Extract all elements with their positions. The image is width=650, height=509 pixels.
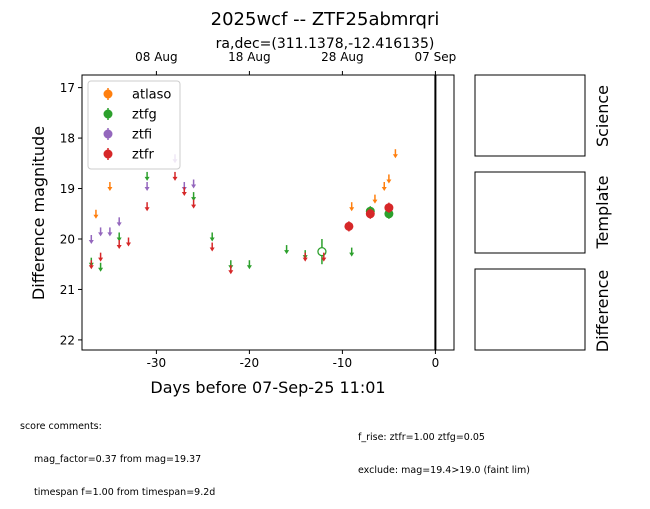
top-tick-label: 18 Aug: [228, 50, 271, 64]
comment-left-1: mag_factor=0.37 from mag=19.37: [34, 454, 202, 465]
upper-limit-point: [172, 176, 178, 181]
x-tick-label: -10: [333, 356, 353, 370]
difference-panel: [474, 268, 586, 351]
upper-limit-point: [116, 237, 122, 242]
upper-limit-point: [321, 257, 327, 262]
upper-limit-point: [116, 245, 122, 250]
upper-limit-point: [116, 222, 122, 227]
upper-limit-point: [98, 257, 104, 262]
upper-limit-point: [107, 232, 113, 237]
y-tick-label: 20: [60, 232, 75, 246]
legend-marker: [103, 109, 113, 119]
upper-limit-point: [209, 247, 215, 252]
template-panel: [474, 171, 586, 254]
upper-limit-point: [246, 265, 252, 270]
x-tick-label: -20: [240, 356, 260, 370]
y-tick-label: 19: [60, 182, 75, 196]
upper-limit-point: [144, 207, 150, 212]
legend-label: ztfg: [132, 108, 157, 123]
y-axis-label: Difference magnitude: [29, 126, 48, 300]
upper-limit-point: [349, 207, 355, 212]
chart-title: 2025wcf -- ZTF25abmrqri: [211, 9, 440, 30]
upper-limit-point: [107, 187, 113, 192]
upper-limit-point: [191, 197, 197, 202]
data-marks: [88, 75, 437, 350]
upper-limit-point: [372, 199, 378, 204]
template-label: Template: [593, 175, 612, 249]
science-label: Science: [593, 85, 612, 147]
y-tick-label: 18: [60, 132, 75, 146]
x-tick-label: -30: [147, 356, 167, 370]
score-comments-right: f_rise: ztfr=1.00 ztfg=0.05 exclude: mag…: [358, 410, 530, 487]
score-comments: score comments: mag_factor=0.37 from mag…: [20, 399, 215, 509]
axis-ticks: -30 -20 -10 0 17 18 19 20 21 22 08 Aug 18 Aug 28 Aug…: [60, 50, 457, 370]
y-tick-label: 17: [60, 81, 75, 95]
upper-limit-point: [302, 257, 308, 262]
legend-marker: [103, 129, 113, 139]
difference-label: Difference: [593, 270, 612, 352]
y-tick-label: 21: [60, 283, 75, 297]
legend-marker: [103, 149, 113, 159]
upper-limit-point: [181, 192, 187, 197]
legend-marker: [103, 89, 113, 99]
upper-limit-point: [284, 250, 290, 255]
upper-limit-point: [144, 176, 150, 181]
legend-label: ztfi: [132, 128, 152, 143]
upper-limit-point: [93, 214, 99, 219]
detection-point: [344, 221, 354, 231]
chart-subtitle: ra,dec=(311.1378,-12.416135): [216, 36, 435, 52]
detection-point: [365, 209, 375, 219]
upper-limit-point: [392, 154, 398, 159]
upper-limit-point: [228, 270, 234, 275]
open-point: [317, 246, 327, 257]
side-panels: Science Template Difference: [474, 74, 612, 352]
upper-limit-point: [209, 237, 215, 242]
upper-limit-point: [144, 187, 150, 192]
legend-frame: [87, 80, 181, 170]
upper-limit-point: [191, 204, 197, 209]
x-axis-label: Days before 07-Sep-25 11:01: [150, 378, 385, 397]
top-tick-label: 28 Aug: [321, 50, 364, 64]
upper-limit-point: [349, 252, 355, 257]
top-tick-label: 07 Sep: [415, 50, 457, 64]
upper-limit-point: [381, 187, 387, 192]
comment-right-2: exclude: mag=19.4>19.0 (faint lim): [358, 465, 530, 476]
science-panel: [474, 74, 586, 157]
top-tick-label: 08 Aug: [135, 50, 178, 64]
legend: atlaso ztfg ztfi ztfr: [87, 80, 181, 170]
upper-limit-point: [88, 265, 94, 270]
legend-label: atlaso: [132, 88, 171, 103]
legend-label: ztfr: [132, 148, 154, 163]
plot-area: [81, 74, 455, 351]
detection-point: [384, 203, 394, 213]
y-tick-label: 22: [60, 333, 75, 347]
comment-left-2: timespan f=1.00 from timespan=9.2d: [34, 487, 216, 498]
upper-limit-point: [386, 179, 392, 184]
upper-limit-point: [98, 232, 104, 237]
upper-limit-point: [191, 184, 197, 189]
comment-right-1: f_rise: ztfr=1.00 ztfg=0.05: [358, 432, 485, 443]
comments-header: score comments:: [20, 421, 102, 432]
upper-limit-point: [88, 239, 94, 244]
x-tick-label: 0: [432, 356, 440, 370]
upper-limit-point: [98, 267, 104, 272]
upper-limit-point: [126, 242, 131, 247]
